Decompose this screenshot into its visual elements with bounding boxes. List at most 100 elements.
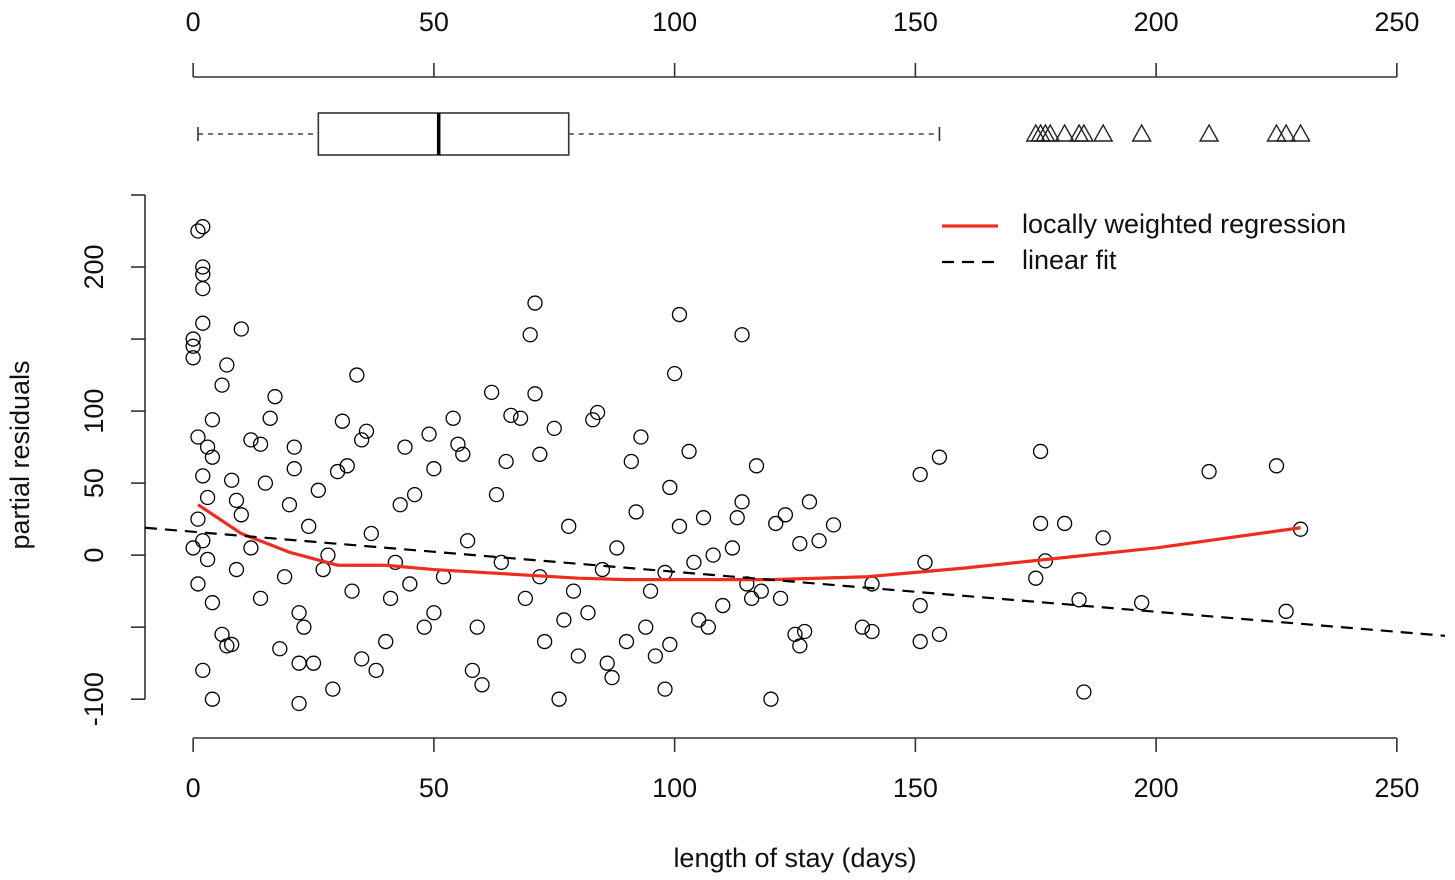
point [565, 583, 582, 599]
point [296, 619, 312, 635]
point [498, 453, 514, 470]
point [618, 633, 635, 650]
point [195, 662, 211, 679]
point [450, 436, 466, 452]
point [339, 458, 355, 474]
point [397, 439, 413, 455]
point [243, 540, 259, 556]
point [493, 554, 509, 570]
point [363, 525, 379, 542]
point [199, 489, 216, 506]
point [801, 494, 818, 510]
point [358, 423, 375, 439]
point [334, 413, 351, 429]
outlier [1290, 123, 1311, 142]
x-tick-label: 150 [893, 773, 938, 803]
point [199, 551, 216, 568]
y-axis-label: partial residuals [5, 360, 35, 549]
point [931, 626, 948, 643]
point [536, 633, 553, 650]
point [705, 547, 721, 563]
point [1032, 515, 1049, 532]
point [276, 569, 293, 585]
legend-label: linear fit [1022, 245, 1117, 275]
point [195, 533, 211, 549]
point [744, 590, 760, 607]
point [301, 518, 317, 534]
x-tick-label: 100 [652, 773, 697, 803]
point [777, 507, 794, 523]
line [197, 503, 1301, 582]
point [382, 590, 399, 607]
point [854, 619, 871, 635]
point [195, 219, 211, 235]
point [459, 533, 476, 549]
line [144, 526, 1446, 637]
y-tick-label: 200 [79, 244, 109, 289]
point [657, 681, 673, 697]
box [317, 112, 570, 156]
point [354, 651, 370, 667]
point [551, 691, 567, 707]
point [561, 518, 577, 534]
point [267, 389, 283, 405]
point [349, 367, 365, 383]
point [724, 540, 741, 556]
point [517, 590, 534, 607]
point [1095, 530, 1111, 546]
point [224, 636, 240, 653]
point [190, 429, 206, 445]
point [378, 633, 394, 650]
point [599, 655, 615, 671]
point [512, 410, 529, 426]
point [484, 384, 500, 401]
point [691, 612, 707, 628]
point [1278, 603, 1294, 619]
point [792, 638, 808, 654]
outlier [1198, 123, 1220, 142]
point [753, 583, 769, 599]
point [609, 540, 625, 556]
point [392, 497, 408, 513]
point [416, 619, 432, 635]
point [522, 327, 538, 343]
point [199, 439, 216, 455]
point [633, 429, 649, 445]
point [310, 482, 326, 498]
point [228, 561, 245, 578]
point [286, 461, 302, 477]
point [912, 597, 928, 614]
point [1268, 458, 1285, 474]
point [190, 223, 206, 239]
point [734, 494, 750, 510]
point [1056, 515, 1073, 532]
point [662, 479, 678, 496]
point [1028, 570, 1044, 586]
point [344, 583, 360, 599]
point [257, 475, 274, 491]
x-tick-label: 50 [419, 7, 449, 37]
point [695, 510, 712, 526]
point [204, 449, 221, 465]
point [204, 691, 221, 707]
point [604, 669, 620, 686]
point [628, 504, 644, 520]
point [811, 533, 827, 549]
point [228, 492, 245, 509]
point [1201, 463, 1217, 480]
point [864, 623, 880, 640]
point [580, 605, 596, 621]
point [305, 655, 322, 671]
point [286, 439, 302, 455]
point [224, 472, 240, 488]
point [281, 497, 298, 513]
point [589, 404, 606, 421]
point [912, 633, 928, 650]
point [190, 576, 206, 592]
point [594, 561, 611, 578]
x-tick-label: 50 [419, 773, 449, 803]
point [772, 590, 789, 607]
x-tick-label: 200 [1134, 773, 1179, 803]
point [421, 426, 437, 442]
x-axis-label: length of stay (days) [673, 843, 916, 873]
